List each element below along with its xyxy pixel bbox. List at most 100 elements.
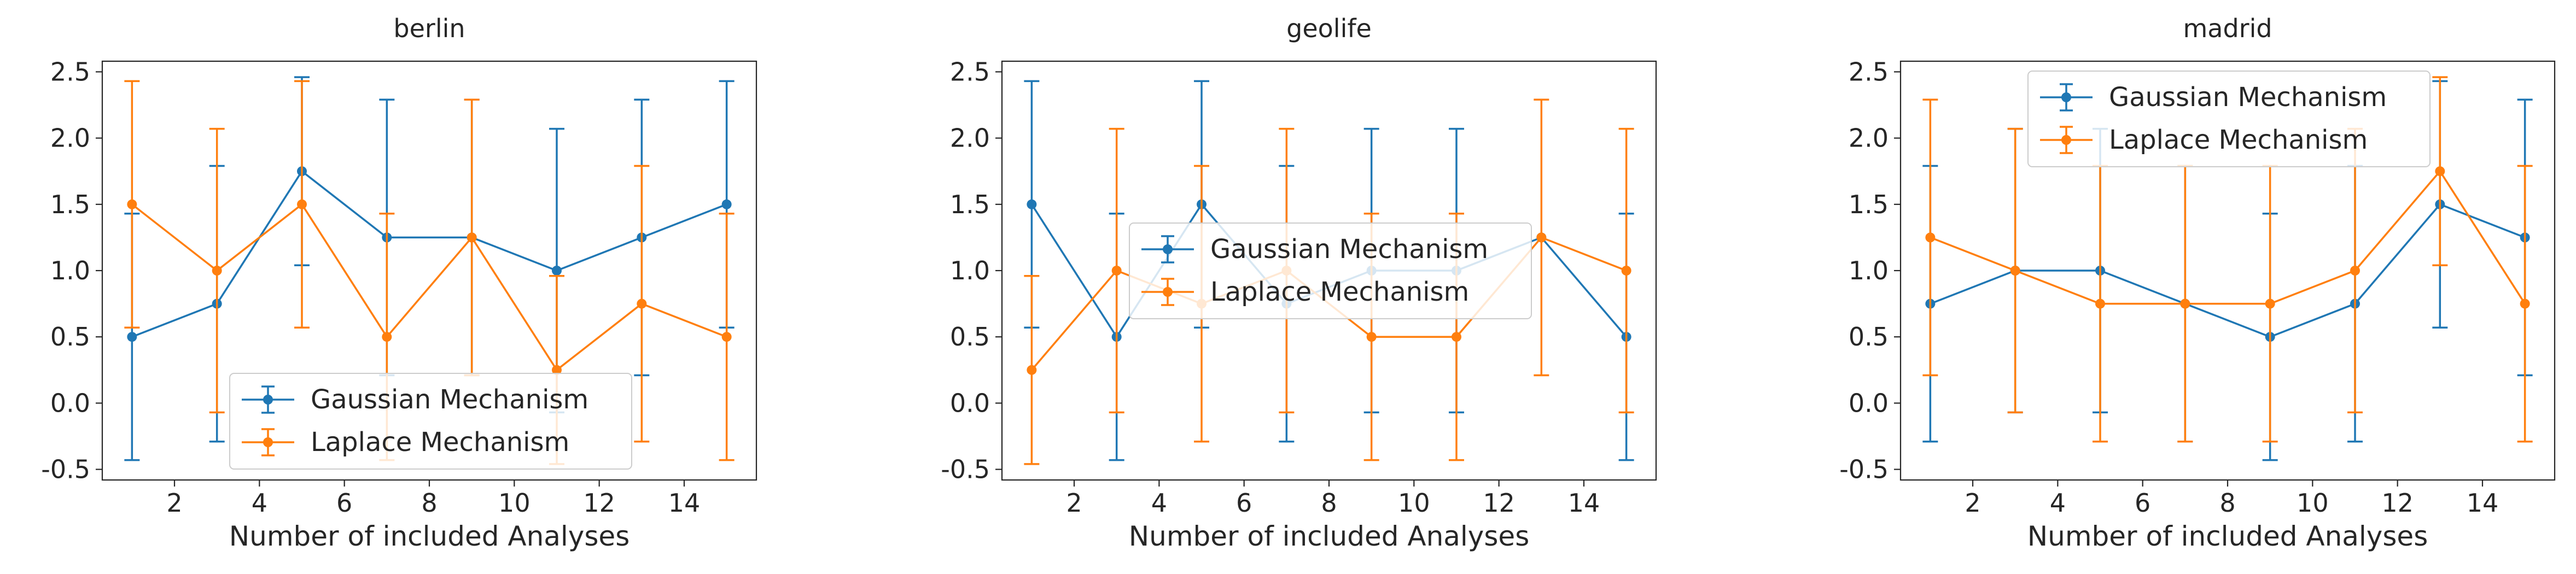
x-tick-label: 6 xyxy=(1236,488,1252,518)
x-tick-label: 2 xyxy=(1965,488,1980,518)
x-axis-label: Number of included Analyses xyxy=(2027,520,2428,552)
y-tick-label: 0.5 xyxy=(1849,322,1889,352)
y-tick-label: 2.5 xyxy=(50,57,90,86)
x-tick-label: 8 xyxy=(421,488,437,518)
data-point xyxy=(212,266,222,276)
y-tick-label: 1.0 xyxy=(50,256,90,285)
legend-entry-gaussian: Gaussian Mechanism xyxy=(1141,234,1488,265)
x-tick-label: 2 xyxy=(166,488,182,518)
legend-label: Gaussian Mechanism xyxy=(311,384,588,415)
data-point xyxy=(127,332,137,342)
legend-label: Laplace Mechanism xyxy=(311,427,569,458)
data-point xyxy=(1027,365,1037,375)
chart-panel-1: geolife -0.5 0.0 0.5 1.0 1.5 2.0 2.5 2 4 6 8 10 12 14 N… xyxy=(941,14,1657,552)
legend-entry-laplace: Laplace Mechanism xyxy=(242,427,569,458)
x-tick-label: 10 xyxy=(2297,488,2329,518)
data-point xyxy=(551,266,562,276)
chart-panel-0: berlin -0.5 0.0 0.5 1.0 1.5 2.0 2.5 2 4 6 8 10 12 14 Nu… xyxy=(41,14,757,552)
x-tick-label: 14 xyxy=(2467,488,2499,518)
legend-box xyxy=(1129,222,1532,319)
legend-marker xyxy=(263,395,273,405)
legend-label: Laplace Mechanism xyxy=(1210,277,1469,307)
data-point xyxy=(1451,332,1461,342)
x-tick-label: 8 xyxy=(1321,488,1337,518)
chart-title: berlin xyxy=(393,14,465,43)
data-point xyxy=(2265,298,2275,309)
data-point xyxy=(2520,298,2530,309)
data-point xyxy=(467,232,477,243)
x-tick-label: 6 xyxy=(2135,488,2150,518)
x-tick-label: 14 xyxy=(668,488,701,518)
data-point xyxy=(637,298,647,309)
legend-marker xyxy=(2061,135,2071,145)
series-line xyxy=(131,203,727,372)
data-point xyxy=(1366,332,1377,342)
data-point xyxy=(2095,298,2106,309)
legend-entry-laplace: Laplace Mechanism xyxy=(2040,125,2368,155)
series-laplace xyxy=(1922,76,2533,443)
y-tick-label: 2.5 xyxy=(1849,57,1889,86)
y-tick-label: -0.5 xyxy=(941,455,990,484)
x-tick-label: 12 xyxy=(2381,488,2414,518)
x-axis-label: Number of included Analyses xyxy=(229,520,630,552)
x-tick-label: 6 xyxy=(336,488,352,518)
legend: Gaussian Mechanism Laplace Mechanism xyxy=(1129,222,1532,319)
data-point xyxy=(1925,232,1936,243)
legend-entry-gaussian: Gaussian Mechanism xyxy=(242,384,588,415)
x-axis-label: Number of included Analyses xyxy=(1129,520,1530,552)
data-point xyxy=(1621,266,1631,276)
data-point xyxy=(551,365,562,375)
data-point xyxy=(2435,166,2445,177)
x-tick-label: 4 xyxy=(2050,488,2066,518)
x-tick-label: 2 xyxy=(1066,488,1082,518)
series-line xyxy=(1930,169,2526,305)
y-tick-label: 1.0 xyxy=(950,256,990,285)
x-tick-label: 10 xyxy=(1398,488,1430,518)
legend-marker xyxy=(1163,287,1173,297)
legend-label: Gaussian Mechanism xyxy=(1210,234,1488,265)
data-point xyxy=(297,199,307,209)
x-tick-label: 4 xyxy=(1151,488,1167,518)
y-tick-label: 1.5 xyxy=(1849,190,1889,219)
data-point xyxy=(721,199,732,209)
y-tick-label: 0.0 xyxy=(950,388,990,418)
legend-marker xyxy=(1163,244,1173,254)
legend-marker xyxy=(263,437,273,447)
data-point xyxy=(1536,232,1547,243)
y-tick-label: 2.0 xyxy=(1849,124,1889,153)
legend-entry-gaussian: Gaussian Mechanism xyxy=(2040,82,2387,113)
chart-title: madrid xyxy=(2183,14,2272,43)
x-tick-label: 10 xyxy=(498,488,531,518)
x-tick-label: 12 xyxy=(583,488,615,518)
data-point xyxy=(1111,266,1122,276)
data-point xyxy=(382,332,392,342)
series-laplace xyxy=(124,80,735,465)
data-point xyxy=(721,332,732,342)
y-tick-label: 1.5 xyxy=(50,190,90,219)
data-point xyxy=(1027,199,1037,209)
y-tick-label: 2.0 xyxy=(50,124,90,153)
legend-box xyxy=(229,373,632,470)
y-tick-label: 0.5 xyxy=(50,322,90,352)
data-point xyxy=(2350,266,2360,276)
y-tick-label: 2.5 xyxy=(950,57,990,86)
x-tick-label: 12 xyxy=(1483,488,1515,518)
legend-label: Gaussian Mechanism xyxy=(2109,82,2387,113)
y-tick-label: 0.0 xyxy=(1849,388,1889,418)
data-point xyxy=(127,199,137,209)
series-line xyxy=(131,169,727,338)
y-tick-label: -0.5 xyxy=(1839,455,1889,484)
y-tick-label: 0.5 xyxy=(950,322,990,352)
data-point xyxy=(2010,266,2020,276)
legend-entry-laplace: Laplace Mechanism xyxy=(1141,277,1469,307)
x-tick-label: 4 xyxy=(252,488,267,518)
y-tick-label: 1.0 xyxy=(1849,256,1889,285)
legend-label: Laplace Mechanism xyxy=(2109,125,2368,155)
legend-marker xyxy=(2061,92,2071,102)
data-point xyxy=(2180,298,2190,309)
chart-panel-2: madrid -0.5 0.0 0.5 1.0 1.5 2.0 2.5 2 4 6 8 10 12 14 Nu… xyxy=(1839,14,2556,552)
y-tick-label: 2.0 xyxy=(950,124,990,153)
y-tick-label: 1.5 xyxy=(950,190,990,219)
x-tick-label: 14 xyxy=(1568,488,1600,518)
